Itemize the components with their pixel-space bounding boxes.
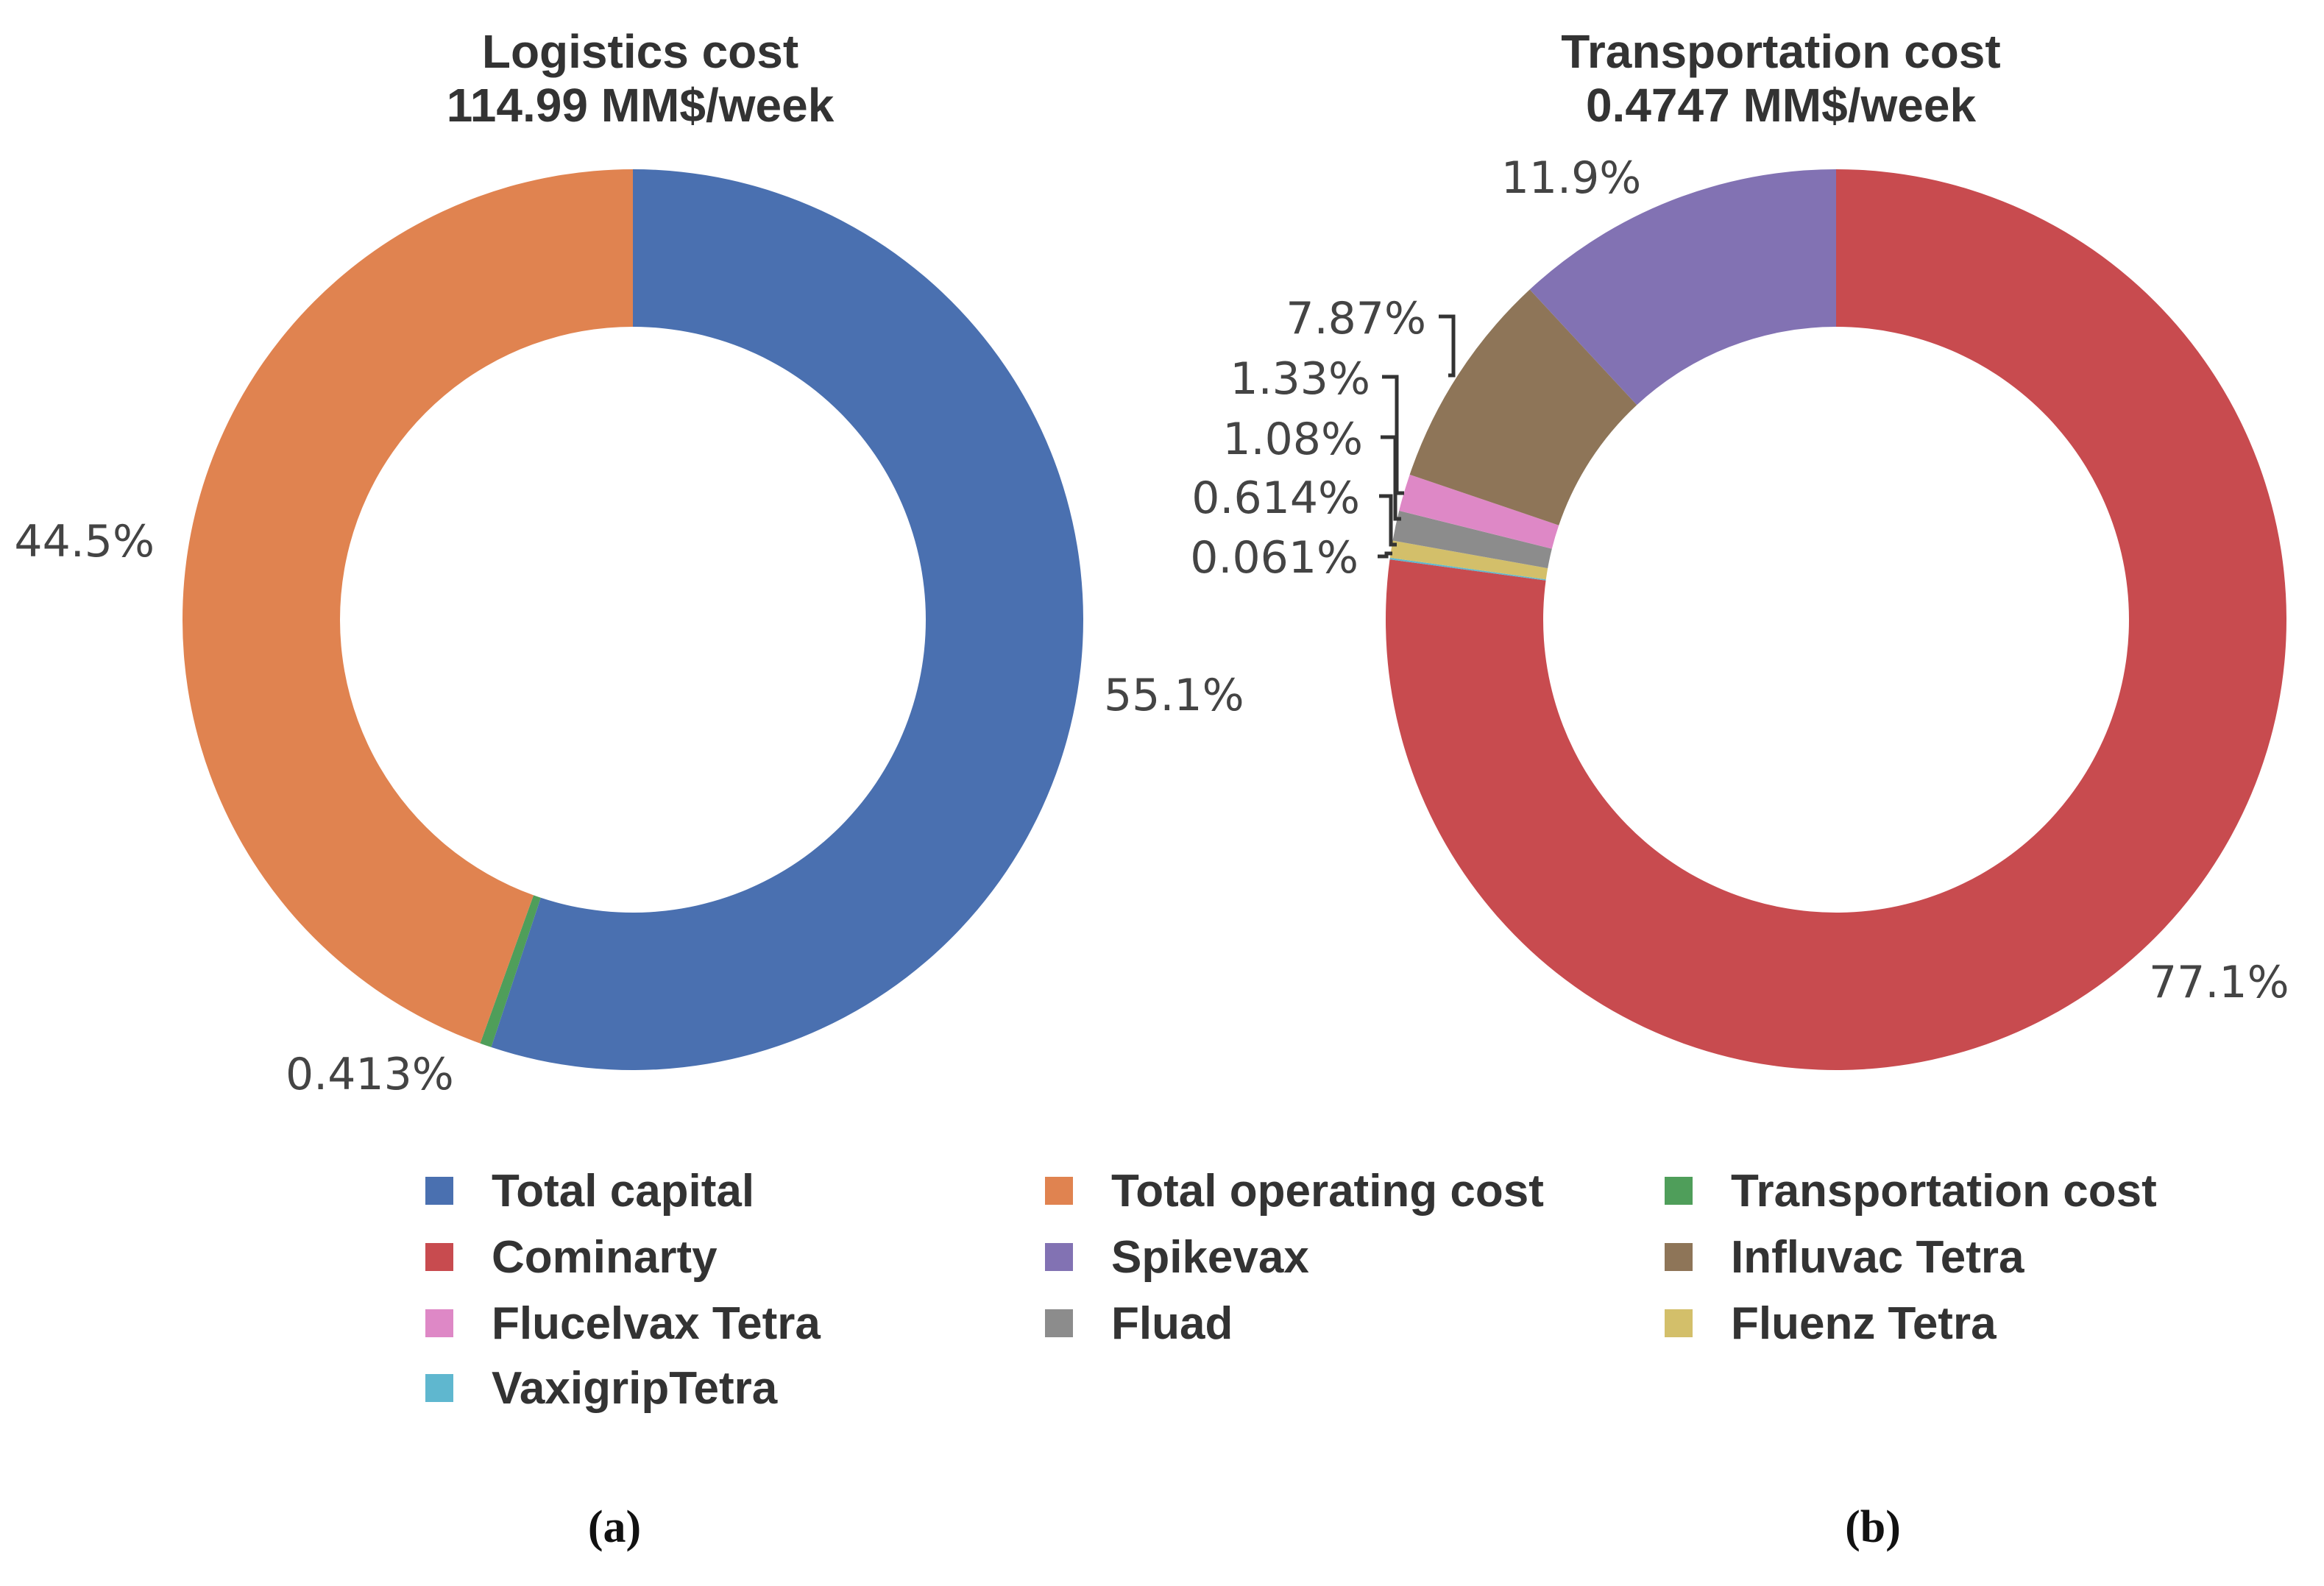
legend-swatch-fluenz-tetra (1665, 1309, 1693, 1337)
chart-a-subtitle: 114.99 MM$/week (447, 79, 835, 132)
legend-swatch-total-operating-cost (1045, 1177, 1073, 1205)
chart-b-slice-fluad (1392, 510, 1552, 569)
legend-item-fluenz-tetra: Fluenz Tetra (1665, 1298, 1997, 1349)
slice-label-fluad: 1.08% (1222, 414, 1363, 465)
legend-item-influvac-tetra: Influvac Tetra (1665, 1232, 2024, 1283)
legend-label-spikevax: Spikevax (1111, 1232, 1309, 1283)
legend-label-fluenz-tetra: Fluenz Tetra (1731, 1298, 1997, 1349)
legend: Total capital Total operating cost Transpo… (425, 1166, 2157, 1414)
chart-b-slice-spikevax (1529, 169, 1836, 406)
slice-label-influvac: 7.87% (1286, 293, 1426, 344)
slice-label-vaxigrip: 0.061% (1190, 532, 1358, 584)
legend-item-vaxigriptetra: VaxigripTetra (425, 1363, 778, 1414)
donut-b (1386, 169, 2286, 1070)
legend-swatch-flucelvax-tetra (425, 1309, 453, 1337)
legend-swatch-fluad (1045, 1309, 1073, 1337)
donut-a (183, 169, 1084, 1070)
legend-label-fluad: Fluad (1111, 1298, 1233, 1349)
slice-label-total-capital: 55.1% (1104, 670, 1244, 721)
leader-influvac (1439, 314, 1456, 378)
legend-label-flucelvax-tetra: Flucelvax Tetra (492, 1298, 821, 1349)
chart-b-title: Transportation cost (1561, 25, 2000, 78)
slice-label-total-operating-cost: 44.5% (14, 516, 155, 567)
chart-a-title: Logistics cost (482, 25, 798, 78)
slice-label-spikevax: 11.9% (1501, 152, 1642, 204)
chart-b-slice-flucelvax-tetra (1399, 474, 1559, 549)
legend-item-total-capital: Total capital (425, 1166, 754, 1217)
leader-fluenz (1379, 494, 1397, 547)
chart-b-subtitle: 0.4747 MM$/week (1586, 79, 1977, 132)
legend-label-transportation-cost: Transportation cost (1731, 1166, 2157, 1217)
leader-flucelvax (1382, 375, 1404, 495)
chart-a: Logistics cost 114.99 MM$/week 55.1% 0.4… (14, 25, 1244, 1552)
slice-label-transportation-cost: 0.413% (286, 1049, 454, 1100)
chart-b-slice-influvac-tetra (1409, 289, 1637, 525)
legend-label-cominarty: Cominarty (492, 1232, 718, 1283)
chart-b-slice-fluenz-tetra (1389, 540, 1548, 580)
leader-fluad (1381, 435, 1401, 521)
legend-swatch-transportation-cost (1665, 1177, 1693, 1205)
legend-label-total-capital: Total capital (492, 1166, 754, 1217)
legend-item-flucelvax-tetra: Flucelvax Tetra (425, 1298, 821, 1349)
legend-item-cominarty: Cominarty (425, 1232, 718, 1283)
chart-b-slice-vaxigriptetra (1389, 557, 1546, 581)
legend-label-total-operating-cost: Total operating cost (1111, 1166, 1544, 1217)
leader-vaxigrip (1378, 551, 1392, 559)
chart-a-caption: (a) (588, 1502, 641, 1552)
legend-item-fluad: Fluad (1045, 1298, 1233, 1349)
legend-swatch-influvac-tetra (1665, 1243, 1693, 1271)
legend-label-vaxigriptetra: VaxigripTetra (492, 1363, 778, 1414)
legend-swatch-vaxigriptetra (425, 1374, 453, 1402)
legend-swatch-total-capital (425, 1177, 453, 1205)
chart-a-slice-total-capital (491, 169, 1084, 1070)
slice-label-cominarty: 77.1% (2149, 957, 2289, 1008)
chart-b-slice-cominarty (1386, 169, 2286, 1070)
slice-label-flucelvax: 1.33% (1230, 353, 1370, 405)
chart-a-slice-transportation-cost (480, 895, 541, 1047)
legend-item-transportation-cost: Transportation cost (1665, 1166, 2157, 1217)
chart-b-caption: (b) (1845, 1502, 1901, 1552)
chart-b: Transportation cost 0.4747 MM$/week 77.1… (1190, 25, 2289, 1552)
legend-swatch-cominarty (425, 1243, 453, 1271)
legend-label-influvac-tetra: Influvac Tetra (1731, 1232, 2024, 1283)
legend-item-spikevax: Spikevax (1045, 1232, 1309, 1283)
slice-label-fluenz: 0.614% (1191, 472, 1360, 524)
chart-a-slice-total-operating-cost (183, 169, 634, 1044)
legend-swatch-spikevax (1045, 1243, 1073, 1271)
legend-item-total-operating-cost: Total operating cost (1045, 1166, 1544, 1217)
